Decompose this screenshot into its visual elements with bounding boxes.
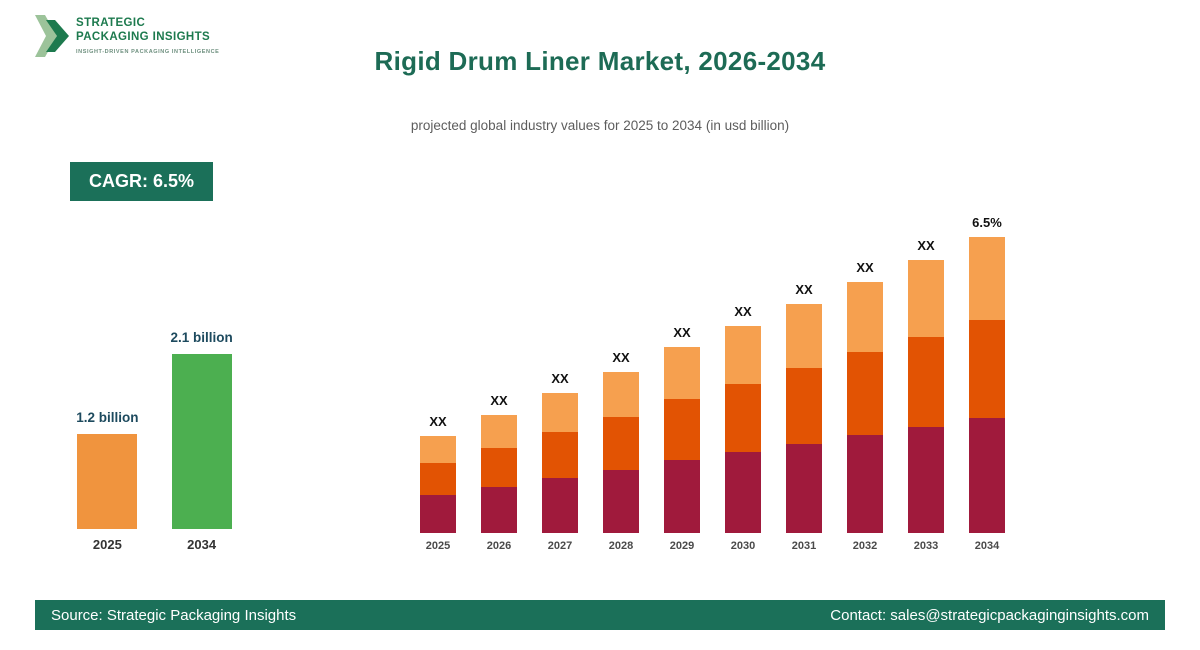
bar-segment-top-2027 xyxy=(542,393,578,432)
bar-value-label-2031: XX xyxy=(795,282,813,297)
bar-segment-top-2033 xyxy=(908,260,944,337)
bar-segment-top-2032 xyxy=(847,282,883,352)
bar-group-2025: XX 2025 xyxy=(420,414,456,552)
bar-year-label-2027: 2027 xyxy=(547,540,573,552)
bar-segment-middle-2033 xyxy=(908,337,944,427)
mini-value-label-2034: 2.1 billion xyxy=(170,330,233,345)
mini-bar-2025 xyxy=(77,434,138,529)
bar-segment-bottom-2025 xyxy=(420,495,456,533)
bar-segment-bottom-2027 xyxy=(542,478,578,533)
bar-stack-2029 xyxy=(664,347,700,533)
mini-bar-group-2025: 1.2 billion 2025 xyxy=(76,410,138,552)
bar-segment-middle-2027 xyxy=(542,432,578,478)
bar-segment-middle-2032 xyxy=(847,352,883,435)
bar-value-label-2028: XX xyxy=(612,350,630,365)
footer-bar: Source: Strategic Packaging Insights Con… xyxy=(35,600,1165,630)
bar-group-2029: XX 2029 xyxy=(664,325,700,552)
bar-year-label-2028: 2028 xyxy=(608,540,634,552)
bar-group-2034: 6.5% 2034 xyxy=(969,215,1005,552)
bar-stack-2033 xyxy=(908,260,944,533)
footer-source: Source: Strategic Packaging Insights xyxy=(51,606,297,624)
mini-bar-chart: 1.2 billion 2025 2.1 billion 2034 xyxy=(62,330,247,552)
bar-segment-middle-2025 xyxy=(420,463,456,495)
mini-value-label-2025: 1.2 billion xyxy=(76,410,139,425)
bar-segment-middle-2029 xyxy=(664,399,700,460)
bar-value-label-2030: XX xyxy=(734,304,752,319)
bar-segment-top-2029 xyxy=(664,347,700,399)
bar-segment-middle-2034 xyxy=(969,320,1005,418)
bar-stack-2030 xyxy=(725,326,761,533)
brand-line2: PACKAGING INSIGHTS xyxy=(76,31,211,44)
brand-line1: STRATEGIC xyxy=(76,17,146,29)
bar-segment-top-2031 xyxy=(786,304,822,368)
bar-segment-top-2034 xyxy=(969,237,1005,320)
bar-stack-2026 xyxy=(481,415,517,533)
bar-stack-2025 xyxy=(420,436,456,533)
bar-group-2033: XX 2033 xyxy=(908,238,944,552)
bar-value-label-2029: XX xyxy=(673,325,691,340)
bar-year-label-2032: 2032 xyxy=(852,540,878,552)
bar-segment-middle-2031 xyxy=(786,368,822,444)
bar-segment-top-2025 xyxy=(420,436,456,463)
bar-segment-bottom-2034 xyxy=(969,418,1005,533)
bar-segment-bottom-2028 xyxy=(603,470,639,533)
bar-segment-bottom-2031 xyxy=(786,444,822,533)
bar-segment-top-2026 xyxy=(481,415,517,448)
bar-segment-middle-2030 xyxy=(725,384,761,452)
bar-stack-2034 xyxy=(969,237,1005,533)
bar-segment-bottom-2029 xyxy=(664,460,700,533)
bar-value-label-2032: XX xyxy=(856,260,874,275)
mini-year-label-2034: 2034 xyxy=(187,537,217,552)
bar-segment-middle-2026 xyxy=(481,448,517,487)
brand-text: STRATEGIC PACKAGING INSIGHTS INSIGHT-DRI… xyxy=(76,12,219,55)
bar-segment-bottom-2026 xyxy=(481,487,517,533)
bar-year-label-2030: 2030 xyxy=(730,540,756,552)
bar-group-2028: XX 2028 xyxy=(603,350,639,552)
bar-value-label-2026: XX xyxy=(490,393,508,408)
bar-group-2026: XX 2026 xyxy=(481,393,517,552)
bar-year-label-2034: 2034 xyxy=(974,540,1000,552)
bar-value-label-2034: 6.5% xyxy=(972,215,1002,230)
bar-segment-bottom-2030 xyxy=(725,452,761,533)
bar-value-label-2033: XX xyxy=(917,238,935,253)
bar-year-label-2026: 2026 xyxy=(486,540,512,552)
mini-bar-group-2034: 2.1 billion 2034 xyxy=(171,330,233,552)
brand-tagline: INSIGHT-DRIVEN PACKAGING INTELLIGENCE xyxy=(76,48,220,55)
brand-logo: STRATEGIC PACKAGING INSIGHTS INSIGHT-DRI… xyxy=(35,12,219,62)
bar-segment-bottom-2032 xyxy=(847,435,883,533)
brand-chevron-icon xyxy=(35,15,69,57)
bar-stack-2027 xyxy=(542,393,578,533)
bar-year-label-2033: 2033 xyxy=(913,540,939,552)
bar-value-label-2025: XX xyxy=(429,414,447,429)
bar-segment-top-2028 xyxy=(603,372,639,417)
mini-year-label-2025: 2025 xyxy=(92,537,122,552)
bar-group-2030: XX 2030 xyxy=(725,304,761,552)
page-title: Rigid Drum Liner Market, 2026-2034 xyxy=(374,46,826,76)
bar-group-2031: XX 2031 xyxy=(786,282,822,552)
stacked-bar-chart: XX 2025 XX 2026 XX 2027 XX 2028 XX 2029 XX 2030 XX 20… xyxy=(420,215,1005,552)
bar-group-2027: XX 2027 xyxy=(542,371,578,552)
cagr-badge: CAGR: 6.5% xyxy=(70,162,214,201)
bar-stack-2032 xyxy=(847,282,883,533)
bar-year-label-2031: 2031 xyxy=(791,540,817,552)
bar-group-2032: XX 2032 xyxy=(847,260,883,552)
bar-value-label-2027: XX xyxy=(551,371,569,386)
bar-stack-2028 xyxy=(603,372,639,533)
bar-segment-top-2030 xyxy=(725,326,761,384)
page-subtitle: projected global industry values for 202… xyxy=(410,118,790,133)
bar-segment-middle-2028 xyxy=(603,417,639,470)
mini-bar-2034 xyxy=(171,354,232,529)
bar-year-label-2029: 2029 xyxy=(669,540,695,552)
bar-year-label-2025: 2025 xyxy=(425,540,451,552)
footer-contact: Contact: sales@strategicpackaginginsight… xyxy=(830,606,1149,624)
bar-segment-bottom-2033 xyxy=(908,427,944,533)
bar-stack-2031 xyxy=(786,304,822,533)
